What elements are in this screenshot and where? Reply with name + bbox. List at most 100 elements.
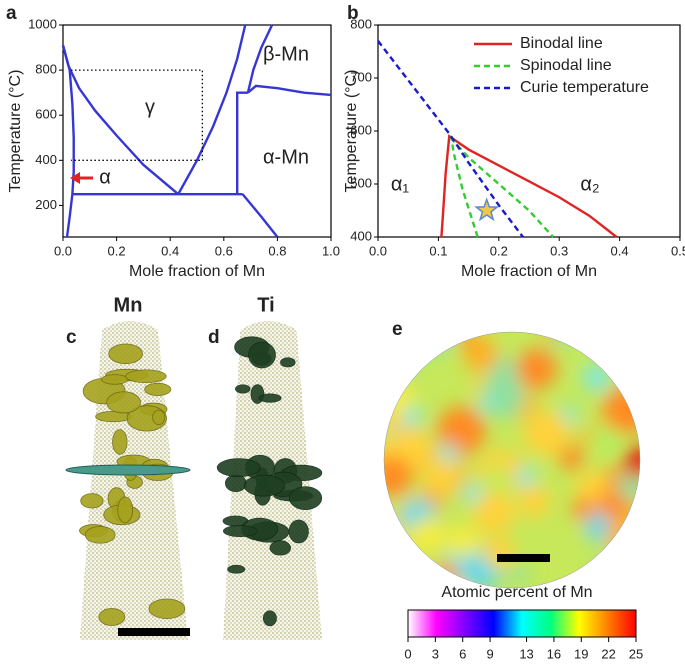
series-line: [61, 44, 75, 238]
cluster: [80, 493, 104, 509]
annotation: β-Mn: [263, 43, 309, 65]
annotation: α-Mn: [263, 146, 309, 168]
x-tick-label: 0.2: [490, 243, 508, 258]
annotation: γ: [145, 96, 155, 118]
panel-label: e: [392, 319, 403, 340]
cluster: [152, 409, 166, 425]
x-tick-label: 0.8: [268, 243, 286, 258]
map-blob: [477, 396, 494, 413]
cluster: [108, 343, 143, 365]
cluster: [106, 391, 142, 414]
cluster: [258, 393, 282, 403]
cluster: [112, 429, 128, 455]
star-marker: [474, 197, 500, 222]
map-blob: [436, 406, 486, 456]
annotation: α: [99, 166, 111, 188]
series-line: [449, 135, 555, 238]
x-tick-label: 1.0: [322, 243, 340, 258]
x-tick-label: 0.4: [161, 243, 179, 258]
colorbar-tick-label: 3: [432, 646, 439, 661]
legend-label: Binodal line: [520, 35, 603, 52]
cluster: [125, 369, 167, 384]
map-blob: [489, 464, 506, 481]
colorbar-label: Atomic percent of Mn: [441, 584, 592, 601]
legend-label: Curie temperature: [520, 79, 649, 96]
panel-title: Mn: [114, 294, 143, 316]
map-blob: [596, 559, 626, 588]
map-blob: [462, 483, 482, 504]
cluster: [288, 486, 323, 510]
colorbar-tick-label: 0: [404, 646, 411, 661]
panel-label: b: [347, 3, 359, 24]
colorbar-tick-label: 22: [601, 646, 615, 661]
cluster: [269, 540, 291, 556]
map-edge: [383, 331, 641, 589]
map-blob: [396, 332, 440, 357]
map-blob: [439, 443, 459, 464]
colorbar-tick-label: 13: [519, 646, 533, 661]
x-tick-label: 0.0: [54, 243, 72, 258]
y-tick-label: 800: [35, 62, 57, 77]
map-blob: [516, 348, 557, 389]
map-blob: [384, 384, 398, 406]
x-tick-label: 0.3: [550, 243, 568, 258]
cluster: [148, 598, 186, 619]
map-blob: [572, 497, 596, 522]
legend-label: Spinodal line: [520, 57, 612, 74]
series-line: [247, 84, 332, 97]
colorbar-tick-label: 9: [486, 646, 493, 661]
map-blob: [516, 466, 537, 488]
x-tick-label: 0.2: [108, 243, 126, 258]
panel-label: c: [66, 327, 77, 348]
y-tick-label: 400: [35, 152, 57, 167]
colorbar-tick-label: 19: [574, 646, 588, 661]
panel-title: Ti: [257, 294, 274, 316]
y-tick-label: 800: [350, 16, 372, 31]
colorbar-tick-label: 16: [547, 646, 561, 661]
series-line: [241, 193, 279, 238]
cluster: [235, 384, 251, 394]
x-tick-label: 0.0: [369, 243, 387, 258]
plot-frame: [62, 24, 332, 238]
map-blob: [517, 484, 551, 519]
cluster: [280, 357, 296, 368]
map-blob: [447, 524, 481, 558]
map-blob: [624, 446, 640, 478]
x-axis-label: Mole fraction of Mn: [461, 263, 597, 280]
cluster: [98, 608, 126, 626]
map-blob: [463, 337, 499, 373]
map-blob: [423, 457, 462, 496]
map-blob: [606, 511, 640, 562]
panel-label: a: [6, 3, 17, 24]
x-tick-label: 0.5: [671, 243, 685, 258]
annotation: α₂: [580, 173, 599, 195]
y-tick-label: 400: [350, 228, 372, 243]
series-line: [377, 40, 524, 238]
colorbar-tick-label: 25: [629, 646, 643, 661]
y-tick-label: 1000: [28, 16, 57, 31]
cluster: [216, 458, 261, 478]
cluster: [84, 526, 116, 544]
map-blob: [603, 385, 640, 434]
x-tick-label: 0.4: [611, 243, 629, 258]
y-axis-label: Temperature (°C): [7, 70, 24, 193]
cluster: [144, 382, 172, 396]
map-blob: [509, 563, 529, 584]
map-blob: [582, 363, 611, 392]
map-blob: [591, 423, 621, 453]
x-tick-label: 0.1: [429, 243, 447, 258]
map-blob: [483, 537, 516, 570]
map-blob: [403, 332, 450, 356]
map-blob: [543, 332, 560, 343]
colorbar: [407, 609, 637, 638]
y-axis-label: Temperature (°C): [343, 70, 360, 193]
slice-disc: [65, 464, 191, 476]
map-blob: [561, 405, 579, 423]
map-blob: [384, 455, 413, 498]
series-line: [236, 91, 248, 195]
cluster: [288, 519, 309, 544]
x-tick-label: 0.6: [215, 243, 233, 258]
series-line: [71, 69, 204, 161]
cluster: [248, 341, 276, 369]
